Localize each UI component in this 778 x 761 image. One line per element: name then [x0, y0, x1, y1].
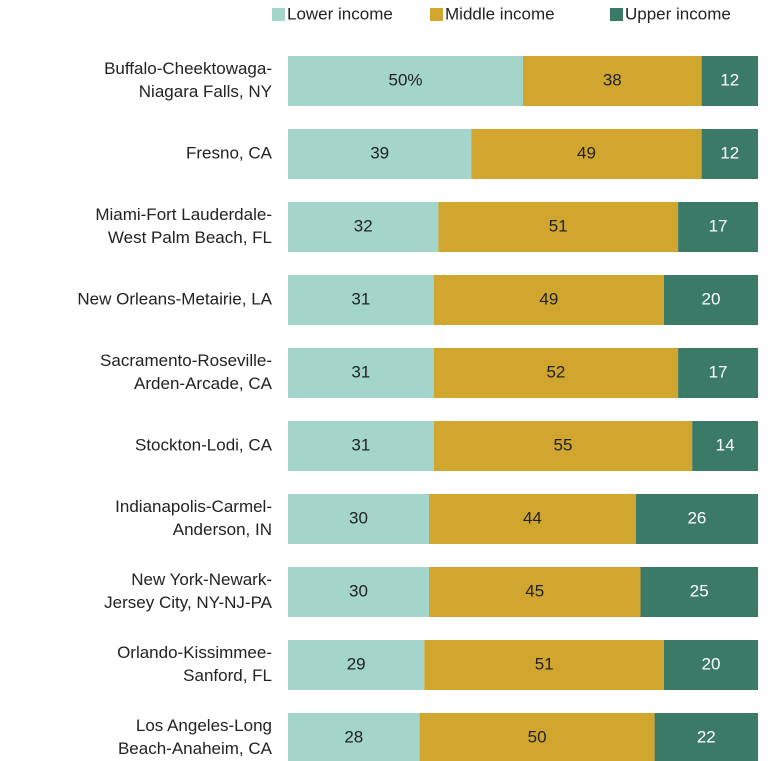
value-label: 31: [351, 289, 370, 308]
bar-segment: [288, 348, 434, 398]
legend-swatch: [610, 8, 623, 21]
value-label: 32: [354, 216, 373, 235]
category-label: Beach-Anaheim, CA: [118, 739, 273, 758]
bar-segment: [288, 202, 439, 252]
bar-segment: [288, 275, 434, 325]
bar-segment: [288, 640, 425, 690]
bar-segment: [288, 713, 420, 761]
category-label: Arden-Arcade, CA: [134, 374, 273, 393]
bar-segment: [429, 494, 636, 544]
category-label: Buffalo-Cheektowaga-: [104, 59, 272, 78]
bar-segment: [288, 494, 429, 544]
bar-segment: [419, 713, 655, 761]
value-label: 12: [720, 143, 739, 162]
value-label: 30: [349, 581, 368, 600]
bar-segment: [471, 129, 702, 179]
bar-segment: [523, 56, 702, 106]
category-label: Anderson, IN: [173, 520, 272, 539]
bar-segment: [429, 567, 641, 617]
value-label: 22: [697, 727, 716, 746]
value-label: 17: [709, 216, 728, 235]
value-label: 39: [370, 143, 389, 162]
bar-segment: [288, 421, 434, 471]
category-label: Jersey City, NY-NJ-PA: [104, 593, 272, 612]
legend-label: Upper income: [625, 4, 731, 23]
bar-segment: [433, 275, 664, 325]
category-label: New Orleans-Metairie, LA: [77, 289, 272, 308]
bar-segment: [664, 640, 758, 690]
bar-segment: [635, 494, 758, 544]
value-label: 20: [702, 289, 721, 308]
category-label: Fresno, CA: [186, 143, 273, 162]
category-label: Stockton-Lodi, CA: [135, 435, 273, 454]
value-label: 26: [687, 508, 706, 527]
category-label: Miami-Fort Lauderdale-: [95, 205, 272, 224]
legend-swatch: [430, 8, 443, 21]
category-label: Sacramento-Roseville-: [100, 351, 272, 370]
value-label: 17: [709, 362, 728, 381]
legend-swatch: [272, 8, 285, 21]
legend-label: Middle income: [445, 4, 555, 23]
value-label: 51: [535, 654, 554, 673]
value-label: 31: [351, 435, 370, 454]
category-label: Sanford, FL: [183, 666, 272, 685]
bar-segment: [433, 348, 679, 398]
category-label: Orlando-Kissimmee-: [117, 643, 272, 662]
bar-segment: [692, 421, 758, 471]
legend-label: Lower income: [287, 4, 393, 23]
value-label: 49: [577, 143, 596, 162]
value-label: 28: [344, 727, 363, 746]
value-label: 49: [539, 289, 558, 308]
bar-segment: [654, 713, 758, 761]
bar-segment: [664, 275, 758, 325]
value-label: 29: [347, 654, 366, 673]
value-label: 31: [351, 362, 370, 381]
value-label: 38: [603, 70, 622, 89]
value-label: 25: [690, 581, 709, 600]
bar-segment: [678, 348, 758, 398]
value-label: 55: [553, 435, 572, 454]
bar-segment: [288, 567, 429, 617]
bar-segment: [438, 202, 679, 252]
category-label: Niagara Falls, NY: [139, 82, 272, 101]
value-label: 14: [716, 435, 735, 454]
bar-segment: [288, 129, 472, 179]
value-label: 12: [720, 70, 739, 89]
value-label: 44: [523, 508, 542, 527]
value-label: 30: [349, 508, 368, 527]
category-label: West Palm Beach, FL: [108, 228, 272, 247]
bar-segment: [640, 567, 758, 617]
bar-segment: [678, 202, 758, 252]
category-label: New York-Newark-: [131, 570, 272, 589]
value-label: 50: [528, 727, 547, 746]
value-label: 51: [549, 216, 568, 235]
bar-segment: [424, 640, 664, 690]
bar-segment: [701, 56, 758, 106]
value-label: 50%: [388, 70, 422, 89]
bar-segment: [701, 129, 758, 179]
bar-segment: [433, 421, 693, 471]
value-label: 45: [525, 581, 544, 600]
bar-segment: [288, 56, 523, 106]
value-label: 20: [702, 654, 721, 673]
category-label: Los Angeles-Long: [136, 716, 272, 735]
value-label: 52: [546, 362, 565, 381]
category-label: Indianapolis-Carmel-: [115, 497, 272, 516]
